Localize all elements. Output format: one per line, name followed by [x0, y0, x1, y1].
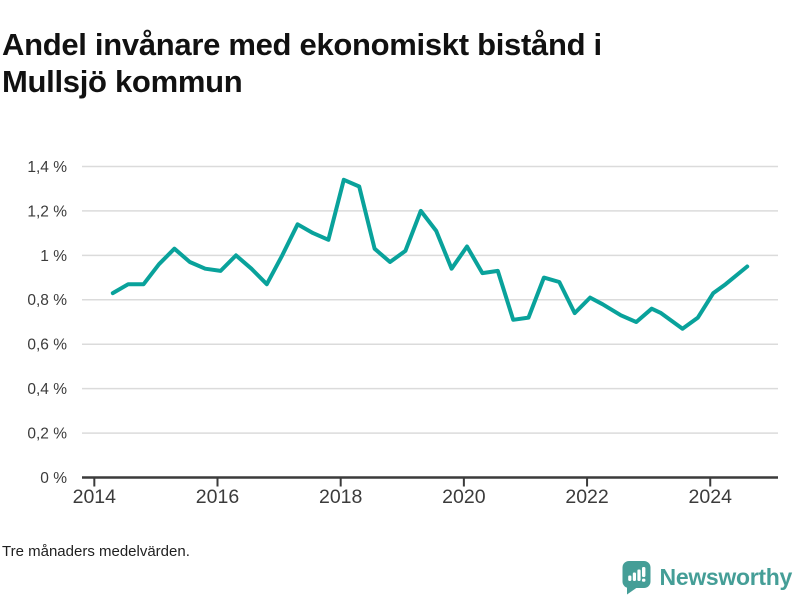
- x-axis-tick-label: 2020: [442, 486, 486, 508]
- data-line: [110, 177, 750, 331]
- newsworthy-wordmark: Newsworthy: [659, 564, 793, 590]
- x-axis-tick-label: 2016: [196, 486, 239, 508]
- y-axis-tick-label: 1,4 %: [27, 159, 67, 176]
- y-axis-tick-label: 1,2 %: [27, 203, 67, 220]
- y-axis-tick-label: 0,6 %: [27, 337, 67, 354]
- x-axis-tick-label: 2024: [689, 486, 733, 508]
- page-title: Andel invånare med ekonomiskt bistånd i …: [2, 26, 782, 100]
- y-axis-tick-label: 0,2 %: [27, 425, 67, 442]
- x-axis-tick-label: 2018: [319, 486, 362, 508]
- page-title-line-1: Andel invånare med ekonomiskt bistånd i: [2, 26, 602, 62]
- y-axis-tick-label: 0,8 %: [27, 292, 67, 309]
- newsworthy-logo: Newsworthy: [622, 560, 792, 595]
- chart-footnote: Tre månaders medelvärden.: [2, 543, 190, 560]
- x-axis-tick-label: 2014: [73, 486, 117, 508]
- y-axis-tick-label: 1 %: [40, 248, 67, 265]
- newsworthy-chart-bubble-icon: [622, 561, 651, 595]
- page-title-line-2: Mullsjö kommun: [2, 63, 243, 99]
- x-axis-tick-label: 2022: [565, 486, 608, 508]
- y-axis-tick-label: 0 %: [40, 470, 67, 487]
- y-axis-tick-label: 0,4 %: [27, 381, 67, 398]
